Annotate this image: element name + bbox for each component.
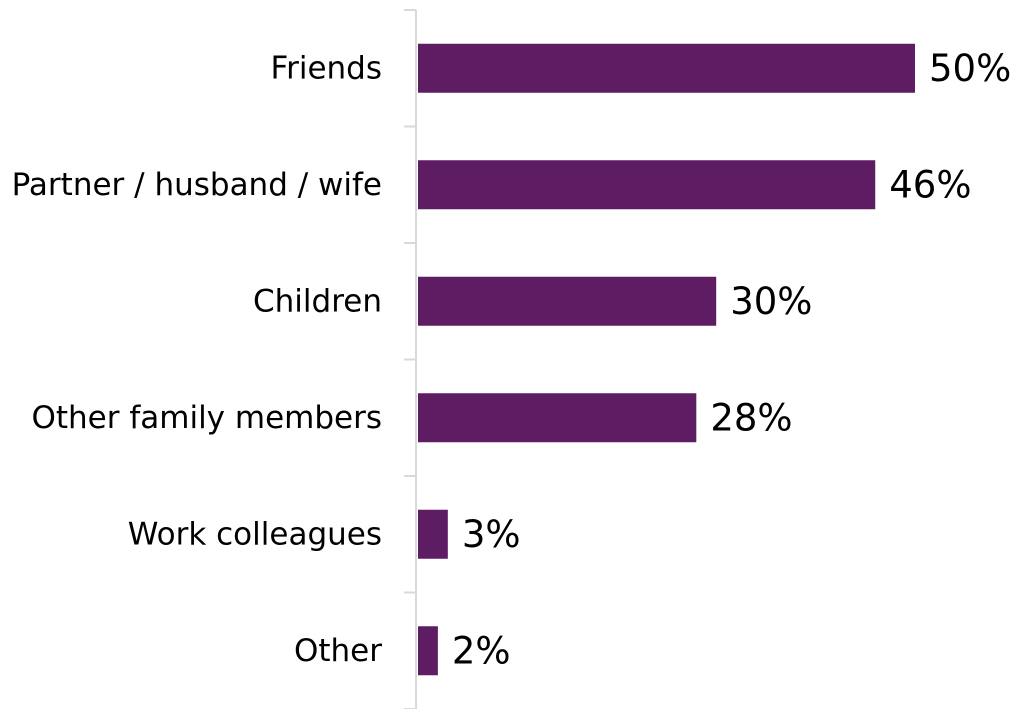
bar	[418, 276, 717, 326]
value-label: 30%	[730, 280, 812, 323]
category-label: Friends	[271, 50, 382, 86]
bar	[418, 160, 876, 210]
value-label: 46%	[889, 163, 971, 206]
value-labels: 50% 46% 30% 28% 3% 2%	[452, 47, 1011, 673]
category-label: Other family members	[31, 400, 382, 436]
category-labels: Friends Partner / husband / wife Children O…	[12, 50, 383, 669]
value-label: 50%	[929, 47, 1011, 90]
category-label: Work colleagues	[128, 516, 382, 552]
bar	[418, 626, 438, 676]
value-label: 3%	[462, 513, 521, 556]
value-label: 28%	[710, 396, 792, 439]
category-label: Partner / husband / wife	[12, 167, 382, 203]
bars	[418, 43, 915, 676]
bar	[418, 393, 697, 443]
axis-ticks	[404, 9, 416, 709]
category-label: Other	[294, 633, 382, 669]
category-label: Children	[253, 283, 382, 319]
bar	[418, 509, 448, 559]
bar	[418, 43, 915, 93]
value-label: 2%	[452, 629, 511, 672]
